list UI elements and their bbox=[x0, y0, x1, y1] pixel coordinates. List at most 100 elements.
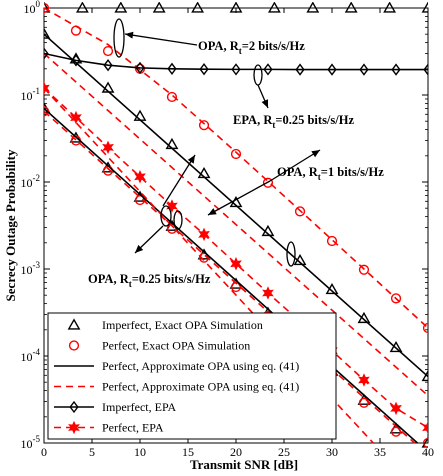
legend-entry: Imperfect, EPA bbox=[54, 400, 177, 414]
data-point bbox=[358, 373, 370, 387]
data-point bbox=[166, 199, 178, 213]
series-line bbox=[44, 52, 428, 397]
x-axis: 0 5 10 15 20 25 30 35 40 bbox=[41, 8, 434, 459]
annotation-arrowhead bbox=[208, 208, 217, 215]
data-point bbox=[166, 91, 178, 103]
data-point bbox=[75, 2, 89, 13]
data-point bbox=[391, 63, 401, 76]
data-point bbox=[422, 437, 428, 449]
legend-marker bbox=[68, 420, 80, 435]
x-tick-label: 0 bbox=[41, 445, 47, 459]
annotation-arrowhead bbox=[125, 31, 134, 39]
x-tick-label: 5 bbox=[89, 445, 95, 459]
legend-label: Perfect, Approximate OPA using eq. (41) bbox=[102, 359, 299, 373]
annotation-ellipse bbox=[286, 241, 296, 267]
data-point bbox=[152, 2, 166, 13]
data-point bbox=[44, 2, 51, 13]
x-tick-label: 25 bbox=[278, 445, 290, 459]
legend-label: Imperfect, EPA bbox=[102, 400, 177, 414]
annotation-label: OPA, Rt=1 bits/s/Hz bbox=[277, 165, 384, 182]
series-line bbox=[44, 87, 374, 444]
data-point bbox=[134, 194, 146, 206]
legend-marker bbox=[68, 340, 80, 351]
legend-entry: Perfect, Approximate OPA using eq. (41) bbox=[54, 359, 299, 373]
legend-label: Perfect, EPA bbox=[102, 421, 164, 435]
legend-entry: Perfect, Approximate OPA using eq. (41) bbox=[54, 380, 299, 394]
data-point bbox=[390, 293, 402, 304]
data-point bbox=[263, 63, 273, 76]
y-tick-label: 10-3 bbox=[21, 260, 41, 277]
x-tick-label: 15 bbox=[182, 445, 194, 459]
y-tick-label: 10-2 bbox=[21, 173, 41, 190]
data-point bbox=[358, 264, 370, 275]
annotation-arrow-line bbox=[207, 180, 271, 216]
data-point bbox=[229, 195, 243, 208]
legend-label: Perfect, Approximate OPA using eq. (41) bbox=[102, 380, 299, 394]
annotation-label: OPA, Rt=0.25 bits/s/Hz bbox=[88, 272, 211, 289]
annotation-ellipse bbox=[160, 205, 172, 227]
data-point bbox=[421, 436, 428, 448]
data-point bbox=[294, 206, 306, 217]
data-point bbox=[389, 340, 403, 353]
data-point bbox=[103, 59, 113, 72]
x-axis-title: Transmit SNR [dB] bbox=[190, 457, 298, 471]
data-point bbox=[326, 235, 338, 247]
data-point bbox=[230, 256, 242, 271]
data-point bbox=[421, 2, 428, 13]
annotation-arrow-line bbox=[124, 33, 198, 46]
data-point bbox=[44, 81, 50, 95]
data-point bbox=[44, 106, 50, 117]
data-point bbox=[102, 45, 114, 57]
legend-marker bbox=[69, 400, 79, 414]
x-tick-label: 40 bbox=[422, 445, 434, 459]
data-point bbox=[134, 169, 146, 184]
series-2 bbox=[44, 33, 428, 444]
data-point bbox=[423, 63, 428, 76]
data-point bbox=[383, 2, 397, 13]
data-point bbox=[191, 2, 205, 13]
data-point bbox=[267, 2, 281, 13]
x-tick-label: 35 bbox=[374, 445, 386, 459]
annotation-arrowhead bbox=[311, 150, 320, 158]
legend-entry: Imperfect, Exact OPA Simulation bbox=[67, 318, 263, 332]
data-point bbox=[44, 27, 51, 39]
data-point bbox=[114, 2, 128, 13]
data-point bbox=[327, 63, 337, 76]
legend-label: Perfect, Exact OPA Simulation bbox=[102, 339, 250, 353]
series-5 bbox=[44, 81, 428, 435]
series-line bbox=[44, 110, 416, 444]
annotation-label: EPA, Rt=0.25 bits/s/Hz bbox=[233, 113, 354, 130]
data-point bbox=[359, 63, 369, 76]
annotation-ellipse bbox=[173, 210, 183, 230]
x-tick-label: 20 bbox=[230, 445, 242, 459]
y-axis-title: Secrecy Outage Probability bbox=[3, 149, 18, 301]
x-tick-label: 10 bbox=[134, 445, 146, 459]
data-point bbox=[135, 61, 145, 75]
legend-box bbox=[47, 312, 337, 440]
data-point bbox=[198, 120, 210, 131]
series-line bbox=[44, 7, 428, 329]
annotations: OPA, Rt=2 bits/s/Hz EPA, Rt=0.25 bits/s/H… bbox=[88, 18, 384, 289]
annotation-label: OPA, Rt=2 bits/s/Hz bbox=[198, 39, 305, 56]
data-point bbox=[230, 148, 242, 160]
series-line bbox=[44, 107, 418, 444]
legend-entry: Perfect, EPA bbox=[54, 421, 164, 435]
y-tick-label: 10-5 bbox=[21, 434, 41, 451]
data-point bbox=[229, 2, 243, 13]
data-point bbox=[306, 2, 320, 13]
annotation-arrowhead bbox=[187, 155, 195, 164]
data-point bbox=[199, 63, 209, 76]
series-4 bbox=[44, 47, 428, 76]
data-point bbox=[422, 420, 428, 435]
data-point bbox=[71, 54, 81, 67]
annotation-arrowhead bbox=[135, 244, 144, 253]
series-line bbox=[44, 33, 428, 378]
legend-entry: Perfect, Exact OPA Simulation bbox=[68, 339, 250, 353]
data-point bbox=[231, 63, 241, 76]
annotation-arrowhead bbox=[261, 99, 269, 108]
data-point bbox=[44, 2, 50, 14]
data-layer bbox=[44, 2, 428, 449]
x-tick-label: 30 bbox=[326, 445, 338, 459]
